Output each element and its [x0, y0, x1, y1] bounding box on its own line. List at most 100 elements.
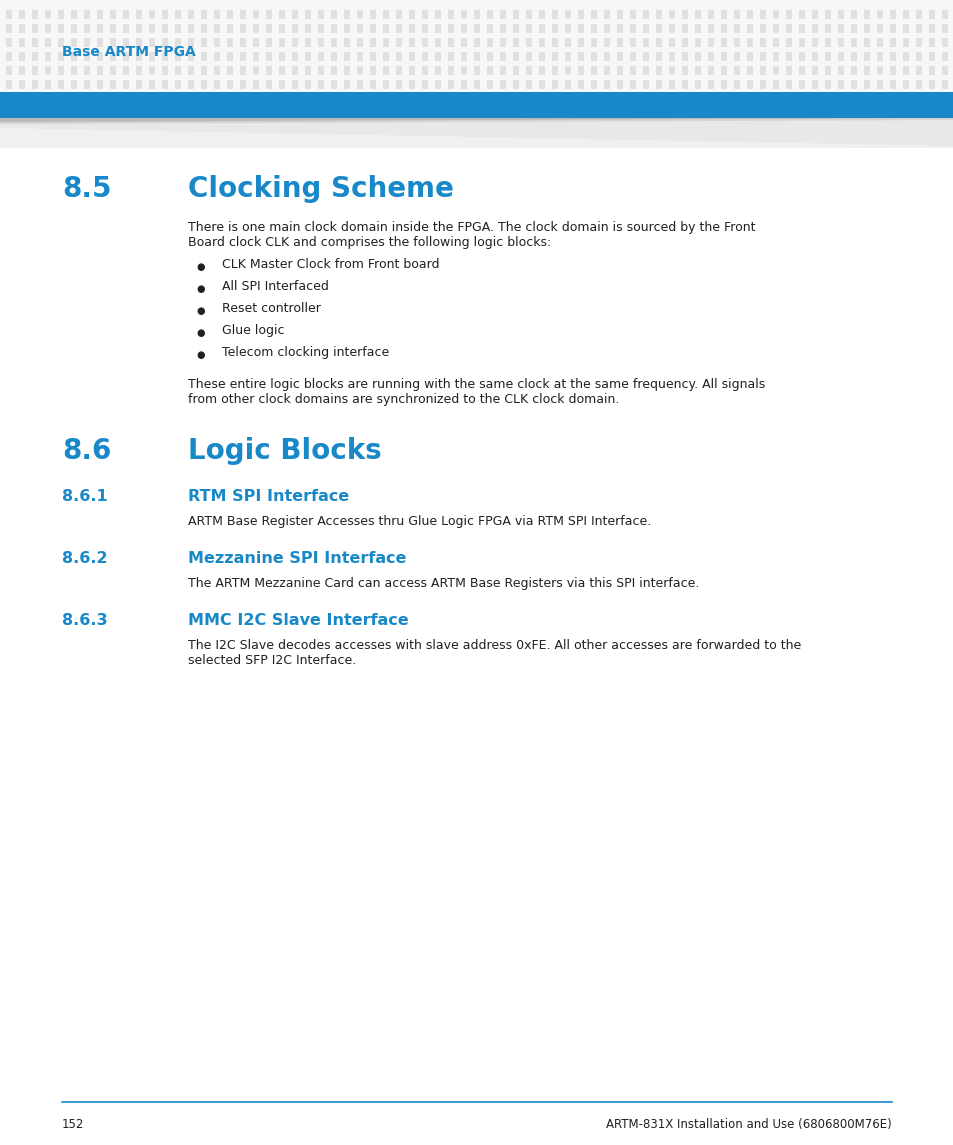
Bar — [149, 52, 154, 61]
Bar — [435, 38, 440, 47]
Bar — [513, 66, 518, 76]
Bar — [435, 80, 440, 89]
Bar — [58, 66, 64, 76]
Bar — [707, 80, 713, 89]
Bar — [292, 38, 297, 47]
Bar — [525, 24, 532, 33]
Bar — [382, 52, 389, 61]
Bar — [227, 80, 233, 89]
Bar — [317, 80, 324, 89]
Bar — [448, 66, 454, 76]
Bar — [356, 10, 363, 19]
Bar — [564, 66, 571, 76]
Bar — [876, 52, 882, 61]
Bar — [837, 24, 843, 33]
Bar — [19, 10, 25, 19]
Text: ●: ● — [195, 350, 204, 360]
Bar — [564, 80, 571, 89]
Bar — [110, 80, 116, 89]
Bar — [162, 10, 168, 19]
Bar — [525, 38, 532, 47]
Bar — [136, 38, 142, 47]
Bar — [603, 24, 609, 33]
Text: RTM SPI Interface: RTM SPI Interface — [188, 489, 349, 504]
Bar — [188, 80, 193, 89]
Bar — [525, 10, 532, 19]
Bar — [785, 10, 791, 19]
Bar — [863, 80, 869, 89]
Bar — [58, 80, 64, 89]
Bar — [240, 80, 246, 89]
Bar — [84, 80, 90, 89]
Bar — [499, 66, 505, 76]
Bar — [772, 66, 779, 76]
Bar — [227, 10, 233, 19]
Bar — [590, 80, 597, 89]
Bar — [97, 10, 103, 19]
Bar — [58, 38, 64, 47]
Bar — [331, 66, 336, 76]
Bar — [552, 52, 558, 61]
Text: ARTM Base Register Accesses thru Glue Logic FPGA via RTM SPI Interface.: ARTM Base Register Accesses thru Glue Lo… — [188, 515, 651, 528]
Bar — [278, 24, 285, 33]
Bar — [642, 10, 648, 19]
Bar — [6, 38, 12, 47]
Bar — [760, 80, 765, 89]
Bar — [486, 80, 493, 89]
Bar — [902, 24, 908, 33]
Bar — [695, 10, 700, 19]
Bar — [253, 52, 258, 61]
Bar — [564, 52, 571, 61]
Bar — [760, 52, 765, 61]
Bar — [84, 24, 90, 33]
Bar — [136, 66, 142, 76]
Bar — [45, 66, 51, 76]
Bar — [824, 80, 830, 89]
Bar — [928, 10, 934, 19]
Bar — [266, 24, 272, 33]
Bar — [162, 38, 168, 47]
Bar — [97, 80, 103, 89]
Bar — [421, 38, 428, 47]
Bar — [681, 52, 687, 61]
Bar — [811, 10, 817, 19]
Bar — [474, 66, 479, 76]
Bar — [201, 38, 207, 47]
Bar — [538, 38, 544, 47]
Bar — [915, 80, 921, 89]
Bar — [6, 80, 12, 89]
Text: Clocking Scheme: Clocking Scheme — [188, 175, 454, 203]
Bar — [486, 52, 493, 61]
Bar — [720, 10, 726, 19]
Bar — [370, 66, 375, 76]
Bar — [799, 66, 804, 76]
Bar — [746, 52, 752, 61]
Bar — [603, 10, 609, 19]
Text: Base ARTM FPGA: Base ARTM FPGA — [62, 45, 195, 60]
Bar — [863, 38, 869, 47]
Text: Glue logic: Glue logic — [222, 324, 284, 337]
Bar — [902, 10, 908, 19]
Bar — [720, 24, 726, 33]
Bar — [292, 66, 297, 76]
Bar — [837, 38, 843, 47]
Bar — [32, 52, 38, 61]
Bar — [941, 80, 947, 89]
Bar — [421, 52, 428, 61]
Bar — [578, 24, 583, 33]
Bar — [707, 24, 713, 33]
Bar — [331, 52, 336, 61]
Bar — [617, 10, 622, 19]
Text: Telecom clocking interface: Telecom clocking interface — [222, 346, 389, 360]
Bar — [941, 52, 947, 61]
Bar — [448, 38, 454, 47]
Bar — [824, 10, 830, 19]
Text: ARTM-831X Installation and Use (6806800M76E): ARTM-831X Installation and Use (6806800M… — [605, 1118, 891, 1131]
Bar — [136, 80, 142, 89]
Bar — [174, 52, 181, 61]
Bar — [474, 52, 479, 61]
Bar — [97, 24, 103, 33]
Bar — [474, 24, 479, 33]
Bar — [681, 38, 687, 47]
Bar — [305, 80, 311, 89]
